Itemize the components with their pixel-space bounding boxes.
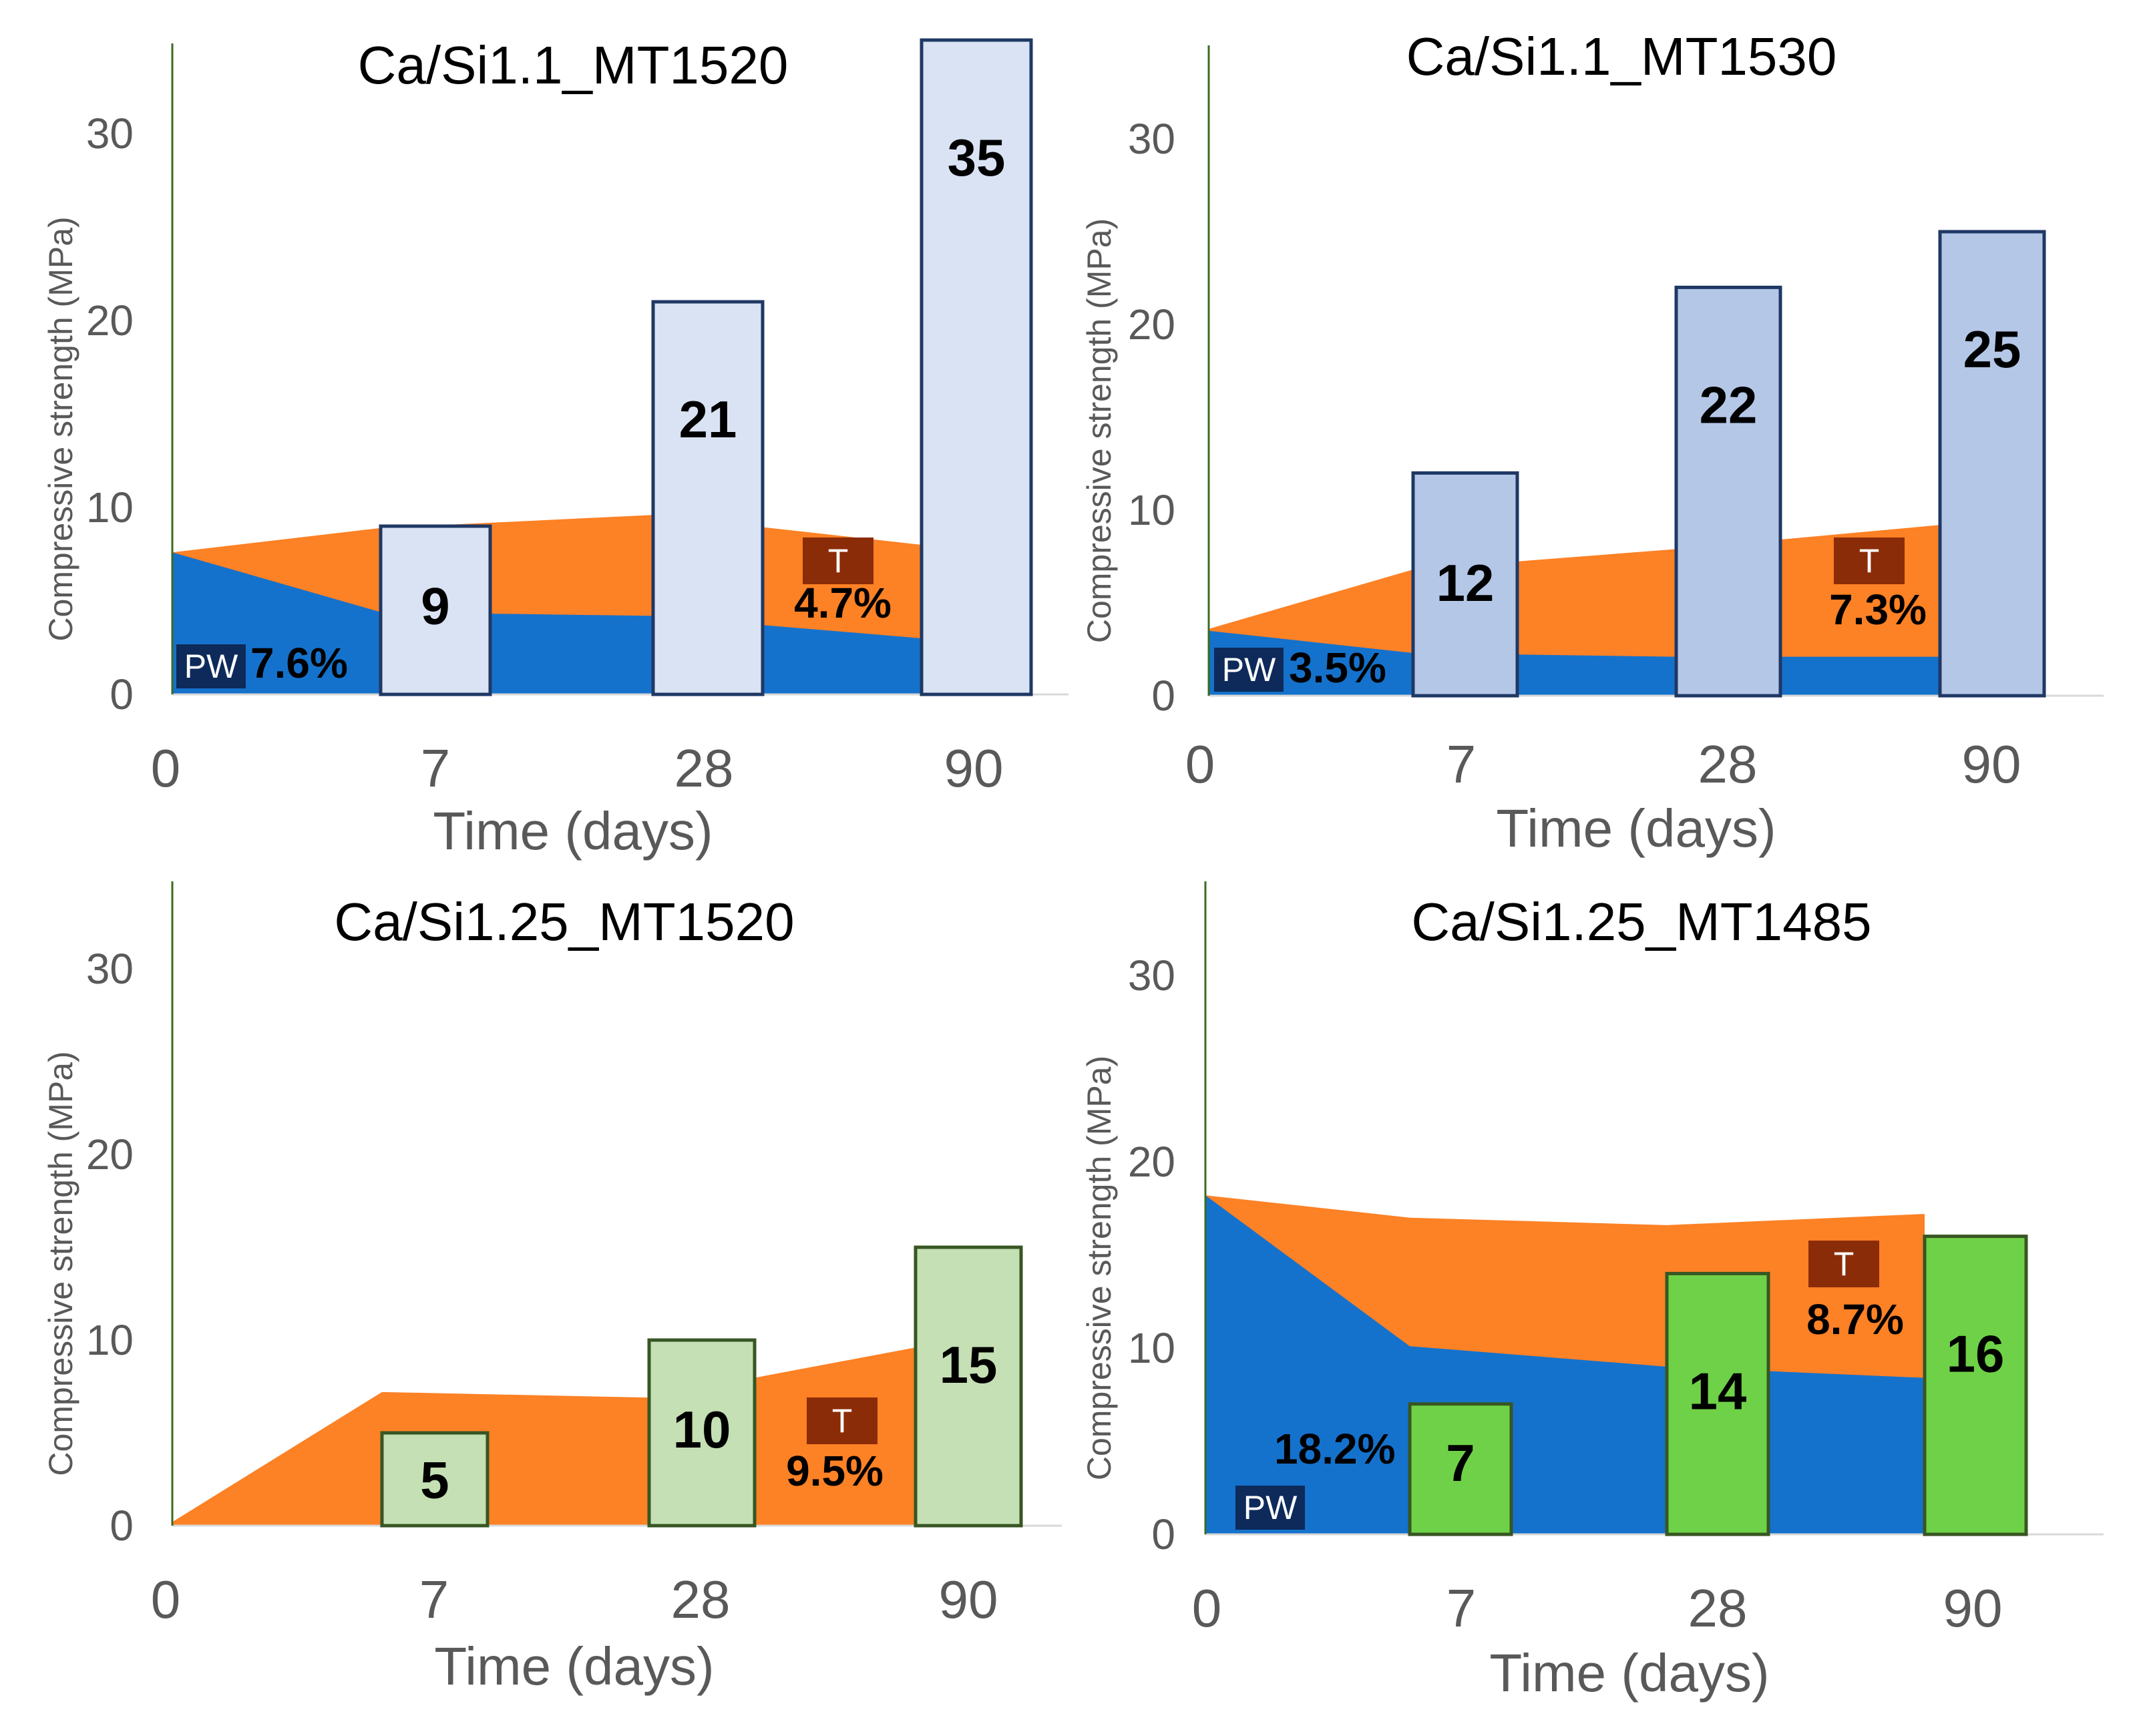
y-tick-label: 0: [1151, 1510, 1175, 1558]
t-value-label: 7.3%: [1829, 586, 1927, 634]
chart-title: Ca/Si1.25_MT1485: [1411, 892, 1871, 951]
bar-value-label: 25: [1963, 320, 2021, 379]
x-tick-label: 28: [1698, 734, 1758, 794]
bar-day-7: [380, 1431, 490, 1528]
t-value-label: 4.7%: [794, 579, 892, 627]
chart-panel-1: 9 21 35 0 10 20 30 0 7 28 90 Time (days) Compressive…: [42, 35, 1068, 861]
t-badge-label: T: [1859, 542, 1880, 580]
bar-value-label: 9: [421, 577, 449, 636]
x-axis-title: Time (days): [1496, 799, 1776, 858]
y-tick-label: 20: [1128, 1138, 1175, 1186]
y-tick-label: 30: [86, 110, 134, 158]
chart-panel-4: 7 14 16 0 10 20 30 0 7 28 90 Time (days) Compressive…: [1081, 881, 2104, 1703]
y-axis-title: Compressive strength (MPa): [1081, 1056, 1118, 1480]
y-tick-label: 20: [1128, 300, 1175, 349]
bar-day-7: [379, 524, 492, 696]
x-tick-label: 90: [944, 738, 1004, 798]
pw-badge: [1214, 648, 1284, 692]
bar-day-7: [1408, 1402, 1513, 1536]
bar-value-label: 14: [1689, 1361, 1747, 1420]
bar-value-label: 10: [673, 1400, 731, 1459]
y-axis-title: Compressive strength (MPa): [42, 216, 79, 641]
bar-value-label: 5: [420, 1451, 449, 1510]
bar-value-label: 21: [679, 390, 737, 449]
t-badge: [803, 537, 873, 584]
t-value-label: 8.7%: [1806, 1295, 1904, 1343]
y-tick-label: 10: [1128, 486, 1175, 534]
chart-title: Ca/Si1.1_MT1520: [358, 35, 789, 95]
t-badge: [807, 1397, 878, 1444]
x-axis-title: Time (days): [433, 801, 713, 861]
x-tick-label: 0: [151, 1570, 181, 1629]
bar-value-label: 35: [948, 128, 1006, 187]
x-tick-label: 7: [1446, 1578, 1477, 1638]
y-axis-title: Compressive strength (MPa): [1081, 218, 1118, 643]
y-tick-label: 0: [1151, 672, 1175, 720]
bar-value-label: 22: [1700, 375, 1758, 434]
y-tick-label: 30: [1128, 115, 1175, 163]
y-tick-label: 0: [110, 670, 134, 718]
x-tick-label: 7: [421, 738, 451, 798]
t-value-label: 9.5%: [786, 1447, 884, 1495]
bar-day-90: [914, 1245, 1023, 1528]
x-tick-label: 7: [1446, 734, 1477, 794]
y-axis-title: Compressive strength (MPa): [42, 1051, 79, 1476]
y-tick-label: 10: [86, 1316, 134, 1364]
y-tick-label: 30: [86, 945, 134, 993]
pw-value-label: 7.6%: [250, 639, 348, 687]
x-axis-title: Time (days): [1489, 1643, 1769, 1703]
pw-badge: [1235, 1486, 1305, 1530]
chart-title: Ca/Si1.25_MT1520: [334, 892, 794, 951]
pw-value-label: 18.2%: [1274, 1425, 1395, 1473]
x-tick-label: 28: [1688, 1578, 1748, 1638]
bar-day-90: [920, 38, 1033, 696]
y-tick-label: 30: [1128, 951, 1175, 1000]
pw-badge-label: PW: [1243, 1489, 1298, 1526]
bar-day-90: [1923, 1235, 2028, 1536]
t-badge: [1834, 537, 1905, 584]
y-tick-label: 20: [86, 296, 134, 345]
y-tick-label: 10: [1128, 1324, 1175, 1372]
pw-value-label: 3.5%: [1289, 644, 1386, 692]
x-tick-label: 0: [1192, 1578, 1222, 1638]
t-badge-label: T: [832, 1402, 853, 1440]
x-tick-label: 7: [419, 1570, 449, 1629]
x-axis-title: Time (days): [434, 1637, 714, 1696]
y-tick-label: 0: [110, 1502, 134, 1550]
bar-day-28: [1665, 1271, 1770, 1536]
bar-day-90: [1938, 230, 2046, 698]
y-tick-label: 10: [86, 483, 134, 531]
x-tick-label: 90: [939, 1570, 998, 1629]
t-area: [172, 1347, 916, 1526]
chart-panel-3: 5 10 15 0 10 20 30 0 7 28 90 Time (days) Compressive…: [42, 881, 1062, 1696]
pw-badge: [176, 644, 246, 688]
x-tick-label: 90: [1962, 734, 2021, 794]
x-tick-label: 28: [674, 738, 734, 798]
y-tick-label: 20: [86, 1130, 134, 1178]
chart-panel-2: 12 22 25 0 10 20 30 0 7 28 90 Time (days) Compressiv…: [1081, 27, 2104, 858]
bar-value-label: 12: [1436, 554, 1495, 612]
t-badge-label: T: [828, 542, 849, 580]
x-tick-label: 0: [1185, 734, 1215, 794]
chart-title: Ca/Si1.1_MT1530: [1406, 27, 1837, 86]
x-tick-label: 0: [151, 738, 181, 798]
t-badge-label: T: [1834, 1245, 1855, 1283]
bar-day-28: [647, 1338, 757, 1528]
t-badge: [1808, 1241, 1879, 1287]
bar-value-label: 15: [940, 1335, 998, 1394]
bar-day-7: [1411, 471, 1519, 698]
bar-day-28: [1674, 285, 1782, 698]
bar-day-28: [651, 300, 765, 696]
x-tick-label: 90: [1943, 1578, 2003, 1638]
pw-badge-label: PW: [1222, 651, 1276, 688]
pw-badge-label: PW: [184, 648, 238, 685]
bar-value-label: 7: [1446, 1434, 1475, 1492]
bar-value-label: 16: [1947, 1325, 2005, 1383]
x-tick-label: 28: [671, 1570, 731, 1629]
